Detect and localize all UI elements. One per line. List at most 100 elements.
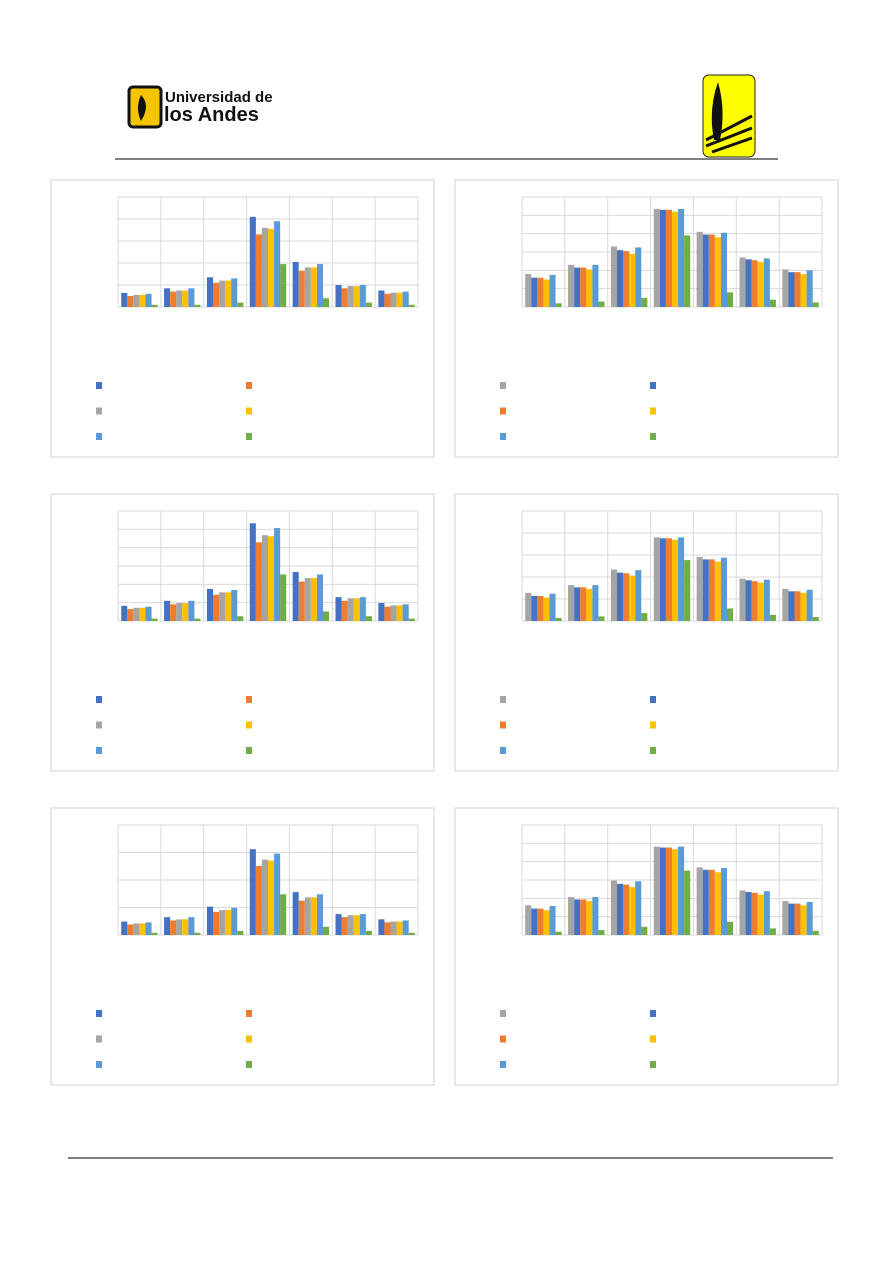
bar — [672, 211, 679, 307]
bar — [574, 587, 581, 621]
bar — [219, 592, 226, 621]
bar — [188, 917, 195, 935]
bar — [359, 597, 366, 621]
bar — [194, 932, 201, 935]
bar — [635, 881, 642, 935]
legend-marker — [96, 407, 102, 415]
bar — [145, 606, 152, 621]
bar — [672, 849, 679, 935]
bar — [225, 909, 232, 935]
bar — [213, 594, 220, 621]
bar — [280, 894, 287, 935]
bar — [316, 264, 323, 307]
bar — [225, 280, 232, 307]
bar — [702, 869, 709, 935]
bar — [268, 860, 275, 935]
bar — [298, 900, 305, 935]
bar — [794, 903, 801, 935]
bar — [763, 258, 770, 307]
bar — [127, 924, 134, 935]
bar — [335, 285, 342, 307]
bar — [727, 608, 734, 621]
bar — [678, 846, 685, 935]
bar — [708, 559, 715, 621]
bar — [537, 277, 544, 307]
bar — [586, 269, 593, 307]
bar — [274, 221, 281, 307]
legend-marker — [650, 433, 656, 440]
bar — [769, 928, 776, 935]
bar — [629, 253, 636, 307]
bar — [237, 930, 244, 935]
legend-marker — [96, 1061, 102, 1068]
bar — [292, 261, 299, 307]
bar — [678, 537, 685, 621]
bar — [806, 589, 813, 621]
bar — [720, 868, 727, 935]
bar — [408, 932, 415, 935]
chart-frame — [50, 493, 435, 772]
bar — [323, 298, 330, 307]
bar — [365, 616, 372, 621]
legend-marker — [650, 721, 656, 729]
legend-marker — [246, 1061, 252, 1068]
bar — [316, 894, 323, 935]
bar — [378, 919, 385, 935]
legend-marker — [246, 382, 252, 389]
bar — [151, 304, 158, 307]
bar — [769, 299, 776, 307]
bar — [745, 259, 752, 307]
legend-marker — [500, 696, 506, 703]
legend-marker — [96, 433, 102, 440]
bar — [323, 611, 330, 621]
bar — [653, 537, 660, 621]
bar — [335, 914, 342, 935]
bar — [610, 880, 617, 935]
bar — [537, 595, 544, 621]
bar — [555, 617, 562, 621]
bar — [341, 288, 348, 307]
bar — [225, 592, 232, 621]
bar — [170, 291, 177, 307]
bar — [659, 209, 666, 307]
legend-marker — [246, 1035, 252, 1043]
bar — [249, 523, 256, 621]
bar — [782, 901, 789, 935]
bar — [714, 561, 721, 621]
bar — [365, 302, 372, 307]
bar — [255, 234, 262, 307]
bar — [598, 930, 605, 935]
bar — [684, 560, 691, 621]
legend-marker — [650, 1010, 656, 1017]
bar — [757, 894, 764, 935]
legend-marker — [246, 433, 252, 440]
bar — [359, 285, 366, 307]
bar — [310, 267, 317, 307]
bar — [121, 921, 128, 935]
chart — [454, 807, 839, 1086]
legend-marker — [246, 407, 252, 415]
chart — [454, 493, 839, 772]
bar — [641, 297, 648, 307]
bar — [347, 915, 354, 935]
bar — [629, 887, 636, 935]
bar — [696, 867, 703, 935]
bar — [812, 617, 819, 621]
bar — [249, 849, 256, 935]
bar — [139, 923, 146, 935]
legend-marker — [96, 1035, 102, 1043]
bar — [672, 539, 679, 621]
bar — [237, 616, 244, 621]
bar — [121, 605, 128, 621]
logo-text: los Andes — [164, 104, 259, 126]
bar — [549, 593, 556, 621]
bar — [396, 921, 403, 935]
legend-marker — [500, 433, 506, 440]
bar — [298, 270, 305, 307]
legend-marker — [96, 1010, 102, 1017]
bar — [188, 288, 195, 307]
chart — [50, 493, 435, 772]
logo-tree — [711, 82, 723, 140]
bar — [806, 902, 813, 935]
chart-frame — [454, 807, 839, 1086]
